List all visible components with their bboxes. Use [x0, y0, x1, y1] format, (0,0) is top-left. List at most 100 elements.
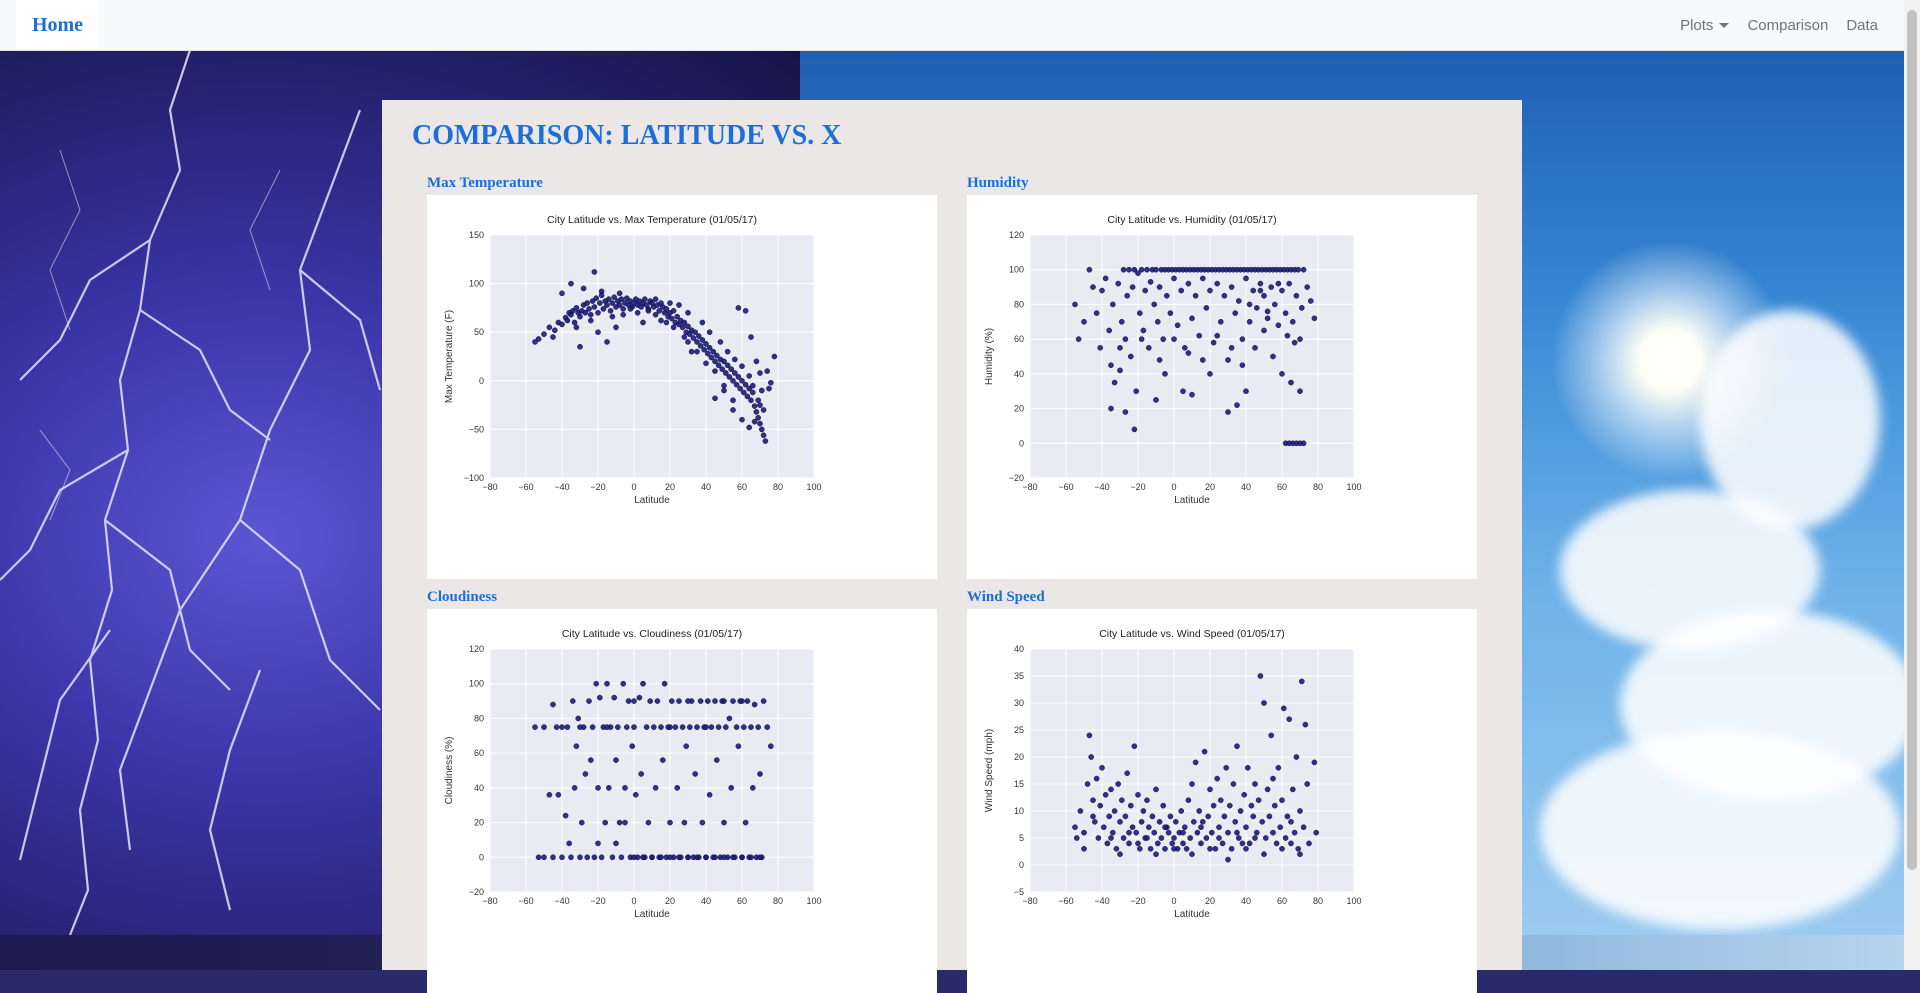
scatter-point [1223, 764, 1230, 771]
scatter-point [591, 269, 598, 275]
vertical-scrollbar[interactable] [1904, 0, 1920, 970]
scatter-point [1268, 732, 1275, 739]
scatter-point [1072, 301, 1078, 308]
chart-card: City Latitude vs. Wind Speed (01/05/17) −… [967, 609, 1477, 993]
y-tick-label: 5 [1019, 833, 1024, 843]
scatter-point [625, 698, 632, 704]
chart-card: City Latitude vs. Max Temperature (01/05… [427, 195, 937, 579]
scatter-point [701, 346, 708, 353]
scatter-point [1145, 345, 1152, 351]
scatter-point [661, 680, 668, 687]
scatter-point [600, 306, 607, 312]
scatter-point [1127, 353, 1134, 360]
scatter-point [726, 715, 733, 722]
scatter-point [1185, 350, 1192, 356]
scatter-points [532, 680, 774, 861]
scatter-point [1136, 845, 1143, 852]
scatter-point [1271, 802, 1278, 809]
scatter-point [546, 324, 553, 331]
scatter-point [708, 354, 715, 361]
scatter-point [1300, 440, 1307, 447]
x-tick-label: 40 [1241, 482, 1251, 492]
scatter-point [764, 368, 771, 374]
scatter-point [1156, 818, 1163, 825]
scatter-point [611, 294, 617, 301]
scatter-point [1144, 797, 1150, 803]
scatter-point [1194, 829, 1201, 836]
scatter-point [550, 854, 556, 861]
x-tick-label: −40 [1094, 896, 1109, 906]
x-tick-label: 80 [1313, 896, 1323, 906]
scatter-point [739, 363, 745, 370]
chart-title: City Latitude vs. Humidity (01/05/17) [1107, 214, 1276, 226]
nav-plots-dropdown[interactable]: Plots [1680, 17, 1730, 34]
nav-data-link[interactable]: Data [1846, 16, 1878, 34]
scrollbar-thumb[interactable] [1907, 10, 1917, 870]
scatter-point [604, 302, 610, 308]
y-tick-label: 25 [1014, 725, 1024, 735]
scatter-point [620, 311, 626, 318]
y-tick-label: 50 [474, 327, 484, 337]
scatter-point [1081, 845, 1087, 852]
scatter-point [1074, 835, 1080, 841]
scatter-point [577, 343, 583, 350]
scatter-point [1131, 743, 1138, 749]
scatter-point [566, 840, 572, 847]
scatter-point [757, 854, 763, 861]
home-link[interactable]: Home [16, 0, 99, 50]
scatter-point [595, 329, 601, 335]
scatter-point [728, 785, 735, 791]
scatter-point [742, 308, 749, 314]
scatter-point [1097, 802, 1103, 809]
scatter-point [613, 840, 619, 847]
scatter-point [1230, 781, 1237, 787]
scatter-point [719, 366, 726, 372]
y-tick-label: 40 [1014, 644, 1024, 654]
x-tick-label: 60 [1277, 482, 1287, 492]
scatter-point [1298, 678, 1305, 685]
scatter-point [1255, 797, 1262, 803]
x-tick-label: 80 [773, 482, 783, 492]
x-tick-label: 60 [737, 896, 747, 906]
scatter-point [695, 333, 702, 339]
scatter-point [649, 854, 655, 861]
nav-links: Plots Comparison Data [1680, 0, 1878, 50]
scatter-point [1295, 845, 1302, 852]
scatter-point [733, 381, 740, 388]
scatter-point [767, 743, 774, 749]
scatter-point [1214, 280, 1220, 287]
page-title: COMPARISON: LATITUDE VS. X [412, 120, 842, 151]
scatter-point [1180, 840, 1186, 847]
scatter-point [620, 306, 626, 312]
y-tick-label: −20 [469, 887, 484, 897]
scatter-point [1072, 824, 1078, 830]
y-tick-label: 100 [469, 679, 484, 689]
scatter-point [710, 348, 717, 355]
scatter-point [1259, 818, 1266, 825]
scatter-point [1210, 802, 1217, 809]
chart-label: Humidity [967, 175, 1029, 191]
scatter-point [1093, 310, 1100, 316]
scatter-point [623, 724, 630, 730]
scatter-point [703, 724, 709, 730]
x-tick-label: 20 [1205, 482, 1215, 492]
scatter-point [1243, 275, 1249, 282]
nav-comparison-link[interactable]: Comparison [1747, 16, 1829, 34]
scatter-point [1192, 759, 1199, 766]
scatter-point [595, 785, 601, 791]
scatter-point [721, 819, 727, 826]
scatter-point [1235, 835, 1242, 841]
scatter-point [692, 329, 699, 335]
scatter-point [652, 296, 659, 302]
y-tick-label: 100 [1009, 265, 1024, 275]
scatter-point [1124, 770, 1130, 776]
y-tick-label: 40 [1014, 369, 1024, 379]
scatter-point [604, 680, 610, 687]
scatter-point [1190, 818, 1197, 825]
scatter-point [731, 370, 738, 376]
scatter-point [1189, 781, 1195, 787]
y-axis-label: Humidity (%) [984, 328, 995, 385]
scatter-point [647, 698, 653, 704]
scatter-point [670, 308, 677, 314]
x-tick-label: −20 [1130, 896, 1145, 906]
